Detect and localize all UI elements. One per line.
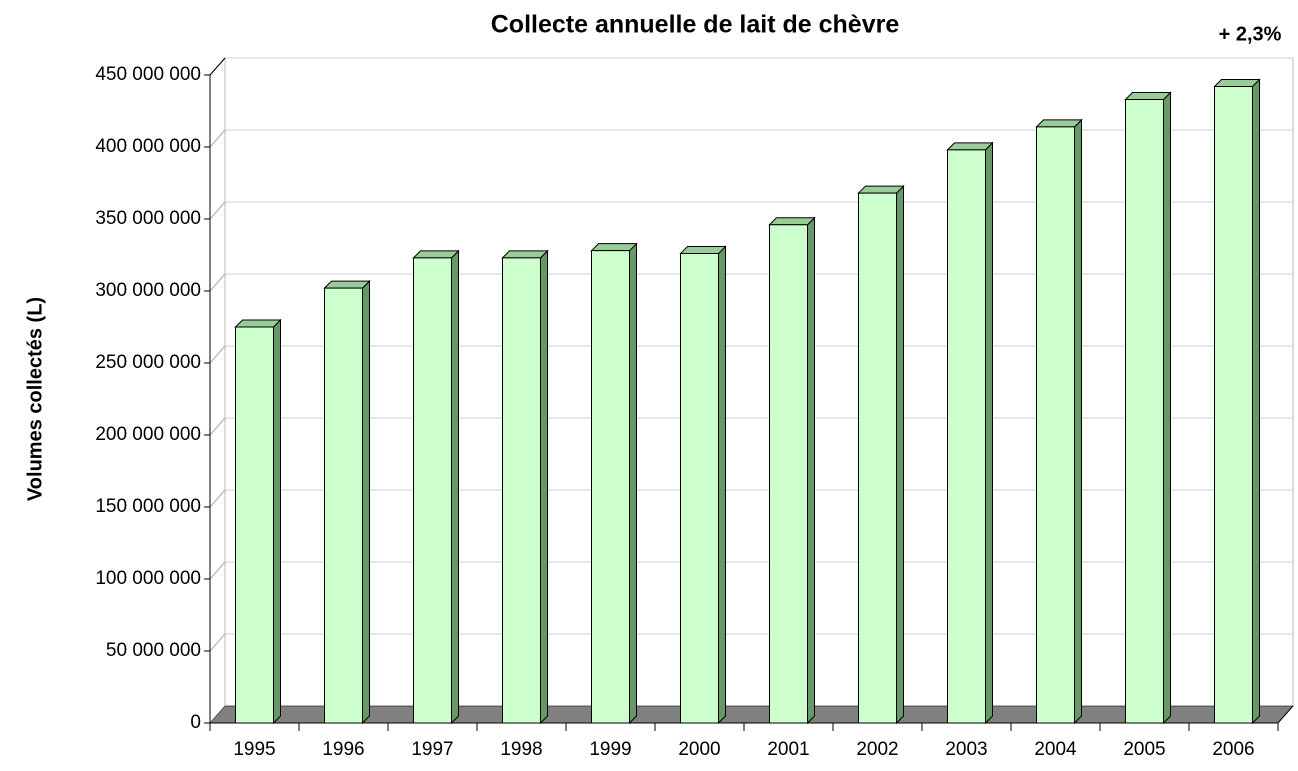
x-tick-label: 2000 (678, 739, 720, 760)
bar (768, 216, 816, 725)
y-tick-label: 150 000 000 (95, 496, 201, 517)
bar-face (323, 280, 371, 289)
grid-line (209, 489, 226, 508)
bar-face (679, 246, 727, 255)
y-tick-label: 200 000 000 (95, 424, 201, 445)
grid-line (209, 633, 226, 652)
grid-line (209, 561, 226, 580)
bar (679, 245, 727, 725)
bar-face (629, 242, 637, 725)
bar-face (235, 326, 274, 724)
y-axis-label: Volumes collectés (L) (24, 297, 46, 501)
x-tick-label: 1999 (589, 739, 631, 760)
y-tick-label: 100 000 000 (95, 568, 201, 589)
bar (946, 141, 994, 725)
y-tick-label: 300 000 000 (95, 280, 201, 301)
bar-face (324, 287, 363, 724)
x-axis-end (1277, 705, 1294, 724)
bar (1035, 118, 1083, 725)
y-axis-top (209, 57, 226, 76)
bar-face (768, 217, 816, 226)
bar-face (362, 279, 370, 725)
bar-face (1074, 118, 1082, 725)
bar-face (234, 319, 282, 328)
grid-line (209, 417, 226, 436)
x-tick-label: 2005 (1123, 739, 1165, 760)
x-tick-label: 2001 (767, 739, 809, 760)
bar-face (718, 245, 726, 725)
bar-face (1252, 78, 1260, 725)
bar-face (947, 149, 986, 724)
y-tick-label: 250 000 000 (95, 352, 201, 373)
bar-face (591, 250, 630, 724)
annotation: + 2,3% (1219, 23, 1282, 45)
bar-face (680, 253, 719, 724)
bar-face (273, 318, 281, 725)
bar (1213, 78, 1261, 725)
grid-line (209, 201, 226, 220)
bar-face (896, 184, 904, 725)
x-tick-label: 2002 (856, 739, 898, 760)
bar-face (451, 249, 459, 725)
bar (590, 242, 638, 725)
y-tick-label: 50 000 000 (106, 640, 201, 661)
bar-face (1214, 86, 1253, 724)
bar-face (1035, 119, 1083, 128)
x-tick-label: 1996 (322, 739, 364, 760)
grid-line (209, 273, 226, 292)
bar (323, 279, 371, 725)
bar-face (858, 192, 897, 724)
bar-face (1213, 79, 1261, 88)
bar (1124, 91, 1172, 725)
bar-face (1124, 91, 1172, 100)
grid-line (209, 129, 226, 148)
x-tick-label: 1995 (233, 739, 275, 760)
bar-face (1163, 91, 1171, 725)
bar-face (1036, 126, 1075, 724)
bar-face (501, 250, 549, 259)
x-tick-label: 2006 (1212, 739, 1254, 760)
bar-face (769, 224, 808, 724)
y-tick-label: 450 000 000 (95, 64, 201, 85)
x-tick-label: 1998 (500, 739, 542, 760)
bar-face (502, 257, 541, 724)
bar-face (946, 142, 994, 151)
chart-title: Collecte annuelle de lait de chèvre (491, 11, 900, 39)
bar-face (412, 250, 460, 259)
x-tick-label: 2004 (1034, 739, 1077, 760)
bar (857, 184, 905, 725)
bar-face (985, 141, 993, 725)
y-tick-label: 0 (190, 712, 201, 733)
bar-face (1125, 98, 1164, 724)
grid-line (209, 345, 226, 364)
bar-face (590, 243, 638, 252)
bar (412, 249, 460, 725)
y-tick-label: 350 000 000 (95, 208, 201, 229)
x-tick-label: 1997 (411, 739, 453, 760)
bar-face (540, 249, 548, 725)
bar (234, 318, 282, 725)
bar-face (413, 257, 452, 724)
y-tick-label: 400 000 000 (95, 136, 201, 157)
x-tick-label: 2003 (945, 739, 987, 760)
bar-face (807, 216, 815, 725)
bar-face (857, 185, 905, 194)
bar (501, 249, 549, 725)
